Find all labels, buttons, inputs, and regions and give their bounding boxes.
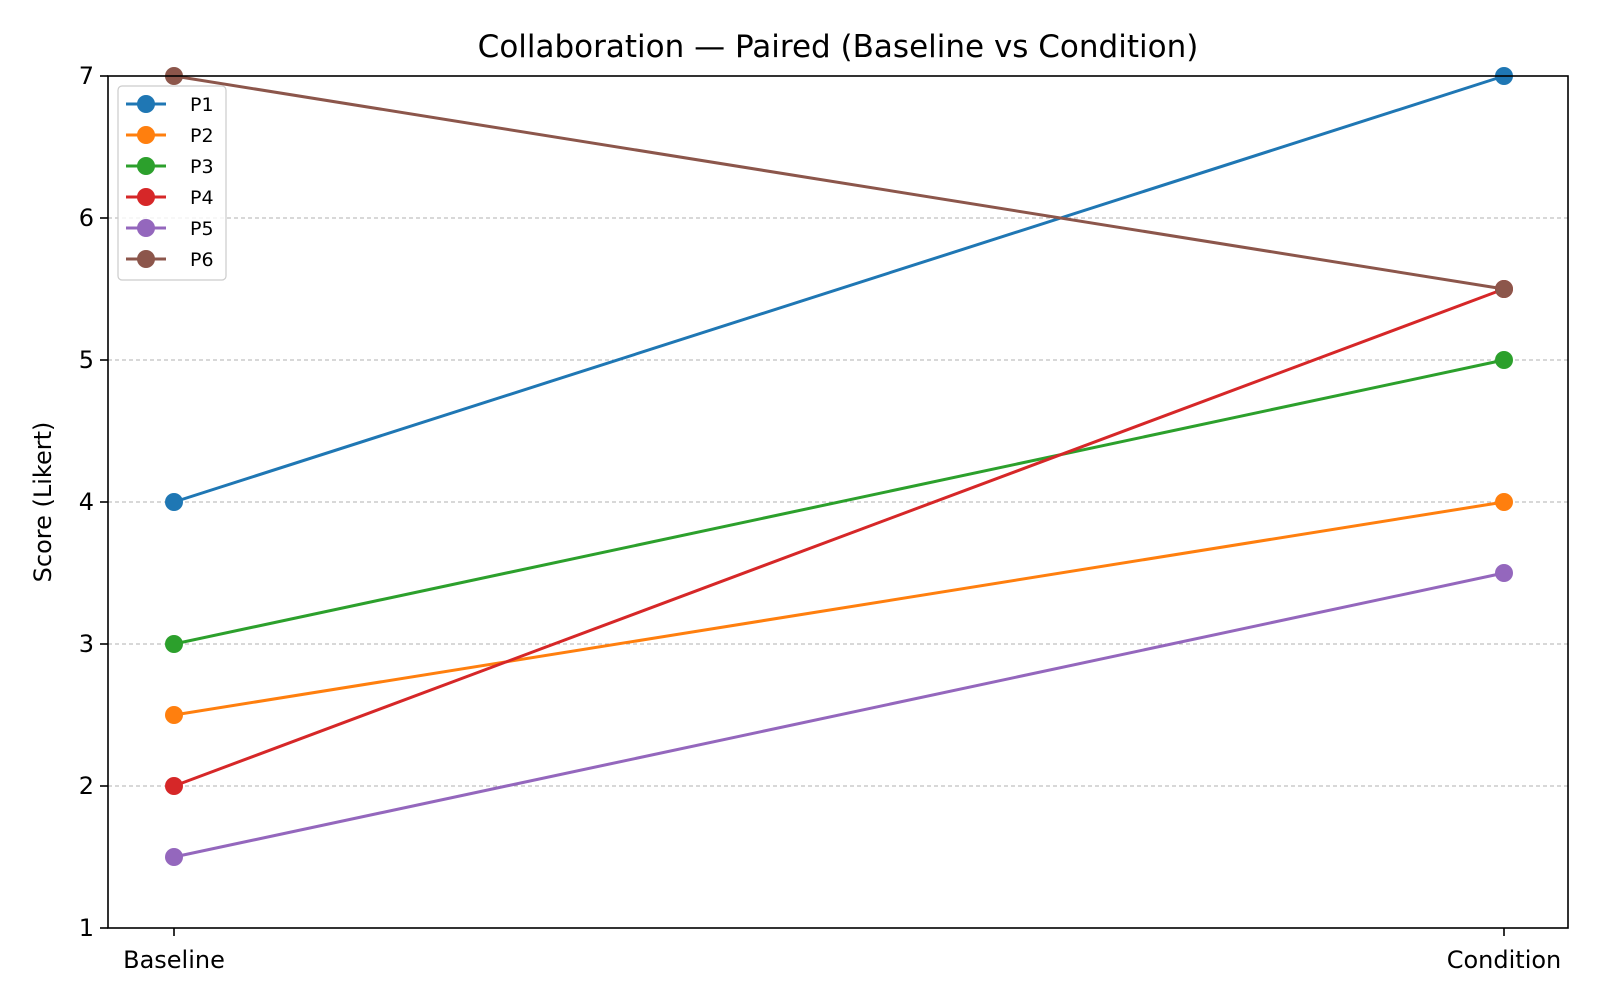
data-point-p6-condition: [1495, 280, 1513, 298]
legend-swatch-marker: [137, 95, 155, 113]
series-line-p5: [173, 571, 1505, 859]
data-point-p5-baseline: [165, 848, 183, 866]
series-markers: [165, 67, 1513, 866]
data-point-p2-condition: [1495, 493, 1513, 511]
series-line-p4: [173, 287, 1505, 788]
legend-label-p4: P4: [190, 187, 214, 209]
series-line-p2: [173, 500, 1505, 717]
series-line-p1: [173, 74, 1505, 504]
data-point-p3-baseline: [165, 635, 183, 653]
y-axis: 1 2 3 4 5 6 7: [79, 62, 108, 942]
legend-swatch-marker: [137, 188, 155, 206]
data-point-p1-baseline: [165, 493, 183, 511]
series-line-p3: [173, 358, 1505, 646]
legend-label-p2: P2: [190, 125, 214, 147]
series-lines: [173, 74, 1505, 859]
legend-label-p5: P5: [190, 218, 214, 240]
legend-label-p1: P1: [190, 94, 214, 116]
legend-swatch-marker: [137, 250, 155, 268]
data-point-p3-condition: [1495, 351, 1513, 369]
y-tick-label: 3: [79, 630, 94, 658]
legend-swatch-marker: [137, 157, 155, 175]
legend-swatch-marker: [137, 126, 155, 144]
y-tick-label: 4: [79, 488, 94, 516]
x-tick-label: Baseline: [123, 946, 225, 974]
y-tick-label: 2: [79, 772, 94, 800]
y-tick-label: 6: [79, 204, 94, 232]
data-point-p5-condition: [1495, 564, 1513, 582]
data-point-p4-baseline: [165, 777, 183, 795]
series-line-p6: [173, 74, 1505, 291]
x-tick-label: Condition: [1447, 946, 1562, 974]
legend-label-p3: P3: [190, 156, 214, 178]
legend: P1 P2 P3 P4 P5 P6: [117, 85, 227, 281]
y-tick-label: 1: [79, 914, 94, 942]
chart-title: Collaboration — Paired (Baseline vs Cond…: [478, 29, 1199, 65]
y-tick-label: 7: [79, 62, 94, 90]
x-axis: Baseline Condition: [123, 928, 1561, 974]
y-tick-label: 5: [79, 346, 94, 374]
legend-swatch-marker: [137, 219, 155, 237]
legend-label-p6: P6: [190, 249, 214, 271]
y-axis-label: Score (Likert): [29, 422, 57, 583]
data-point-p2-baseline: [165, 706, 183, 724]
